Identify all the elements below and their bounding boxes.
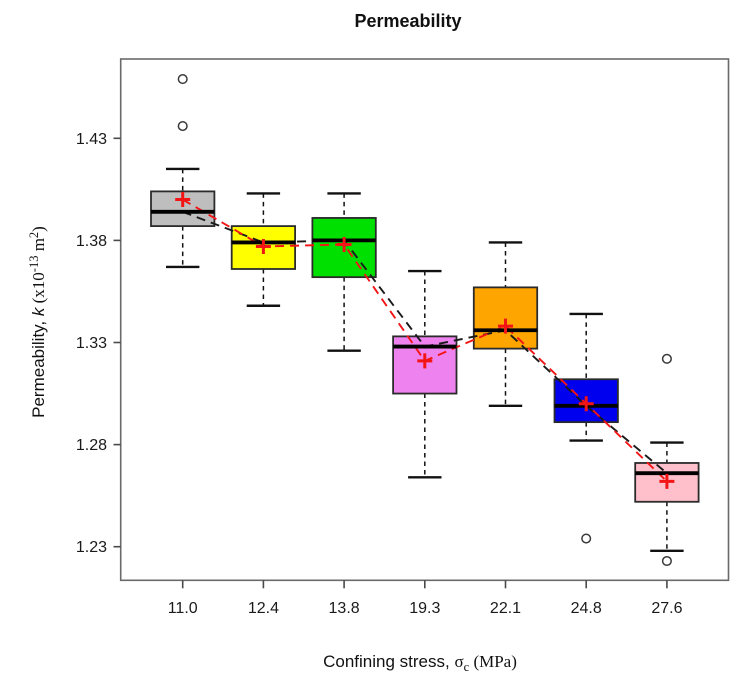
y-axis-tick-label: 1.23 <box>76 539 107 556</box>
mean-marker <box>336 236 352 252</box>
chart-title: Permeability <box>354 11 461 31</box>
box-27.6 <box>634 462 700 503</box>
y-axis-title: Permeability, k (x10-13 m2) <box>27 226 48 418</box>
x-axis-tick-label: 13.8 <box>329 600 360 617</box>
mean-marker <box>255 239 271 255</box>
x-axis-tick-label: 27.6 <box>651 600 682 617</box>
outlier-point <box>177 120 188 132</box>
x-axis-tick-label: 11.0 <box>168 600 198 617</box>
x-axis-tick-label: 24.8 <box>571 600 602 617</box>
x-axis-tick-label: 19.3 <box>409 600 440 617</box>
outlier-point <box>581 533 592 544</box>
mean-marker <box>175 192 191 208</box>
y-axis-tick-label: 1.28 <box>76 437 107 454</box>
mean-marker <box>498 318 513 334</box>
x-axis-tick-label: 12.4 <box>248 600 279 617</box>
box-22.1 <box>472 286 539 350</box>
y-axis-tick-label: 1.38 <box>76 233 107 250</box>
mean-marker <box>578 396 594 412</box>
x-axis-tick-label: 22.1 <box>490 600 521 617</box>
outlier-point <box>661 353 672 364</box>
y-axis-tick-label: 1.43 <box>76 131 107 148</box>
outlier-point <box>177 74 188 85</box>
mean-marker <box>659 473 675 489</box>
y-axis-tick-label: 1.33 <box>76 335 107 352</box>
mean-marker <box>417 353 433 369</box>
plot-area <box>119 58 730 582</box>
outlier-point <box>661 555 672 567</box>
x-axis-title: Confining stress, σc (MPa) <box>323 652 517 674</box>
